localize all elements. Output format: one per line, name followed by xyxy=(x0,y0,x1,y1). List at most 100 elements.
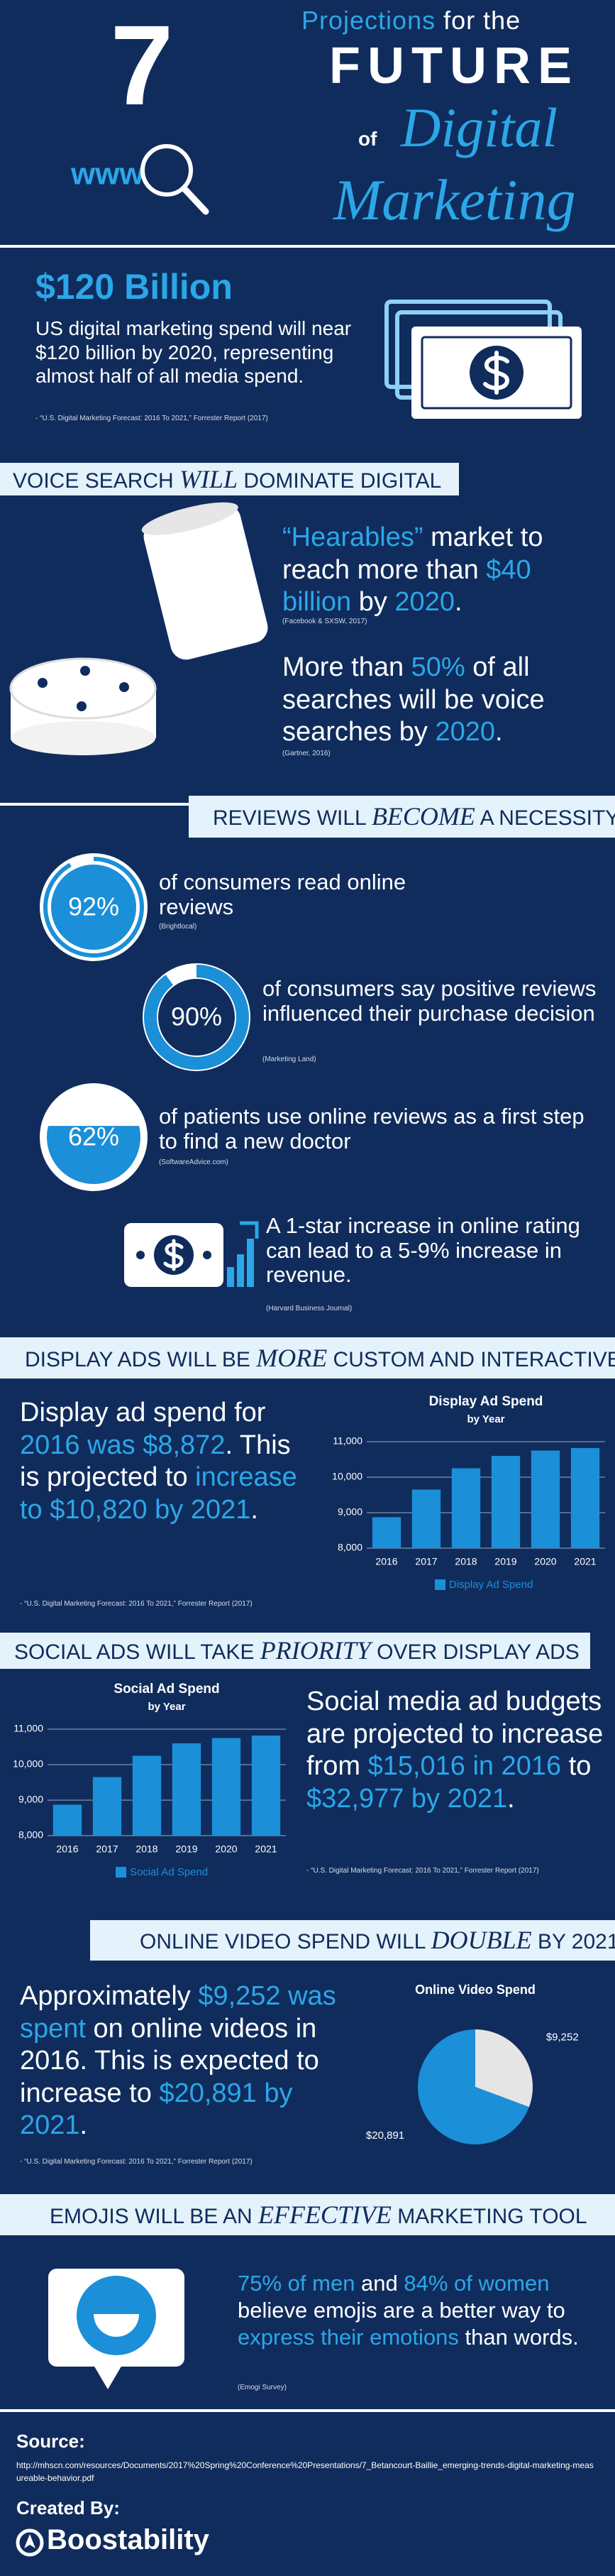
bar xyxy=(132,1755,162,1836)
gauge-core xyxy=(51,865,136,950)
source-note: (SoftwareAdvice.com) xyxy=(159,1158,228,1166)
text-run: . xyxy=(250,1494,258,1525)
gauge-arc xyxy=(43,857,144,958)
puck-button xyxy=(77,701,87,711)
section-band: DISPLAY ADS WILL BE MORE CUSTOM AND INTE… xyxy=(0,1337,615,1379)
stat-text: “Hearables” market to reach more than $4… xyxy=(282,522,602,619)
gauge-core xyxy=(158,979,235,1056)
gauge-arc xyxy=(144,965,249,1070)
text-run: PRIORITY xyxy=(260,1636,371,1665)
logo-ring xyxy=(16,2528,44,2557)
text-run: than words. xyxy=(458,2324,579,2350)
stat-text: Approximately $9,252 was spent on online… xyxy=(20,1980,353,2142)
review-text: of patients use online reviews as a firs… xyxy=(159,1104,584,1153)
legend-swatch xyxy=(435,1579,445,1590)
puck-button xyxy=(119,682,129,692)
text-run: $15,016 in 2016 xyxy=(367,1751,562,1782)
speaker-body xyxy=(143,504,268,660)
dot xyxy=(203,1251,211,1259)
text-run: OVER DISPLAY ADS xyxy=(370,1640,580,1664)
source-note: (Facebook & SXSW, 2017) xyxy=(282,618,367,625)
bar xyxy=(172,1743,201,1836)
icon-text: www xyxy=(70,157,144,192)
source-note: (Emogi Survey) xyxy=(238,2384,287,2391)
x-tick-label: 2020 xyxy=(534,1556,556,1567)
text-run: REVIEWS WILL xyxy=(213,806,372,830)
chart-title: Online Video Spend xyxy=(415,1983,536,1997)
text-run: Projections xyxy=(301,6,436,35)
text-run: 2020 xyxy=(394,587,455,618)
text-run: and xyxy=(355,2271,404,2296)
text-run: . xyxy=(454,587,462,618)
chart-title: Display Ad Spend xyxy=(429,1394,543,1409)
bar xyxy=(411,1489,441,1548)
title-line-1: Projections for the xyxy=(301,6,614,35)
title-line-4: Marketing xyxy=(333,168,576,232)
x-tick-label: 2016 xyxy=(375,1556,397,1567)
bar xyxy=(372,1517,401,1548)
stat-text: More than 50% of all searches will be vo… xyxy=(282,652,602,749)
lens xyxy=(140,144,193,197)
review-text: of consumers say positive reviews influe… xyxy=(262,976,597,1026)
source-note: - “U.S. Digital Marketing Forecast: 2016… xyxy=(306,1867,539,1875)
text-run: on online videos in 2016. This is expect… xyxy=(20,2013,319,2108)
source-note: (Brightlocal) xyxy=(159,923,197,931)
text-run: $20,891 by 2021 xyxy=(20,2078,293,2141)
y-tick-label: 8,000 xyxy=(18,1829,43,1841)
section-band: EMOJIS WILL BE AN EFFECTIVE MARKETING TO… xyxy=(0,2194,615,2235)
legend-label: Display Ad Spend xyxy=(449,1579,533,1591)
bar xyxy=(211,1738,241,1836)
x-tick-label: 2018 xyxy=(135,1843,157,1855)
gauge-label: 92% xyxy=(68,892,119,921)
source-note: - “U.S. Digital Marketing Forecast: 2016… xyxy=(35,415,268,422)
x-tick-label: 2020 xyxy=(215,1843,237,1855)
created-label: Created By: xyxy=(16,2497,120,2519)
text-run: $40 billion xyxy=(282,554,531,618)
pie-label: $20,891 xyxy=(366,2130,404,2142)
y-tick-label: 11,000 xyxy=(333,1435,362,1447)
y-tick-label: 10,000 xyxy=(13,1758,43,1770)
text-run: . xyxy=(495,717,503,747)
text-run: EFFECTIVE xyxy=(257,2200,392,2229)
source-note: (Harvard Business Journal) xyxy=(266,1305,353,1312)
big-number: 7 xyxy=(110,1,174,128)
title-line-2: FUTURE xyxy=(329,38,579,94)
puck-button xyxy=(38,678,48,688)
text-run: believe emojis are a better way to xyxy=(238,2297,565,2323)
text-run: DISPLAY ADS WILL BE xyxy=(25,1348,257,1371)
legend-label: Social Ad Spend xyxy=(130,1866,208,1878)
x-tick-label: 2016 xyxy=(56,1843,78,1855)
chart-title: Social Ad Spend xyxy=(113,1682,219,1697)
text-run: More than xyxy=(282,652,411,682)
growth-arrow xyxy=(240,1221,259,1239)
section-band: SOCIAL ADS WILL TAKE PRIORITY OVER DISPL… xyxy=(0,1633,590,1669)
source-label: Source: xyxy=(16,2430,85,2452)
title-of: of xyxy=(358,128,377,150)
emoji-smile xyxy=(94,2314,139,2337)
source-note: (Marketing Land) xyxy=(262,1056,316,1063)
text-run: market to reach more than xyxy=(282,522,543,585)
text-run: Social media ad budgets are projected to… xyxy=(306,1687,604,1782)
dollar-glyph xyxy=(483,351,510,395)
bubble-pointer xyxy=(94,2365,122,2389)
y-tick-label: 11,000 xyxy=(13,1723,43,1734)
text-run: to xyxy=(561,1751,592,1782)
bar-chart: Social Ad Spend by Year 8,000 9,000 10,000 11… xyxy=(13,1682,286,1878)
bar xyxy=(92,1777,122,1836)
puck-button xyxy=(80,666,90,676)
stat-text: Display ad spend for 2016 was $8,872. Th… xyxy=(20,1397,311,1526)
x-tick-label: 2017 xyxy=(96,1843,118,1855)
emoji-icon xyxy=(48,2269,184,2389)
puck-bottom xyxy=(11,721,155,755)
text-run: BY 2021 xyxy=(531,1930,615,1953)
rating-icon xyxy=(124,1221,259,1287)
text-run: 2016 was $8,872 xyxy=(20,1430,226,1460)
logo-text: Boostability xyxy=(47,2524,209,2555)
rating-text: A 1-star increase in online rating can l… xyxy=(266,1213,580,1288)
bar xyxy=(491,1456,521,1548)
text-run: increase to $10,820 by 2021 xyxy=(20,1462,297,1525)
x-tick-label: 2021 xyxy=(574,1556,596,1567)
text-run: ONLINE VIDEO SPEND WILL xyxy=(140,1930,431,1953)
growth-bar xyxy=(227,1267,234,1287)
text-run: “Hearables” xyxy=(282,522,423,552)
